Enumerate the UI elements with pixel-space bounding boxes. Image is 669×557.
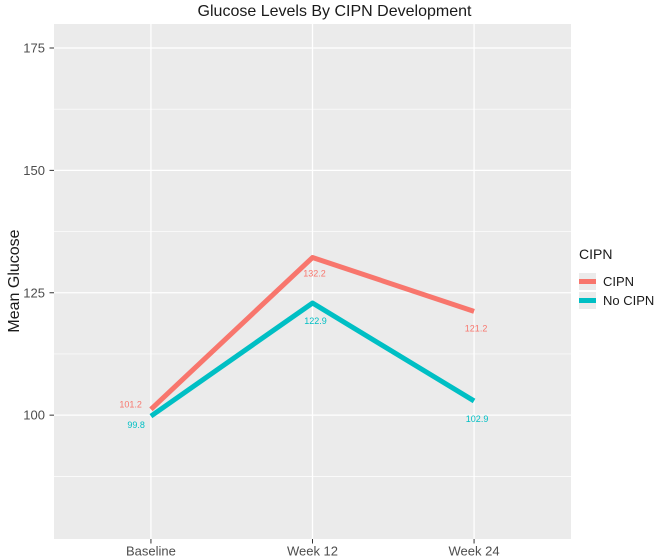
point-label: 121.2 — [465, 323, 488, 333]
legend-entry-cipn: CIPN — [579, 273, 654, 290]
x-tick-label: Baseline — [126, 544, 176, 557]
legend-title: CIPN — [579, 246, 613, 262]
major-gridlines — [54, 24, 571, 539]
series-line-cipn — [149, 255, 475, 412]
series-line-no-cipn — [149, 300, 476, 419]
point-label: 102.9 — [466, 414, 489, 424]
x-tick-labels: Baseline Week 12 Week 24 — [126, 544, 500, 557]
point-label: 99.8 — [127, 420, 145, 430]
axis-ticks — [49, 47, 475, 544]
y-tick-label: 150 — [23, 163, 45, 178]
point-label: 132.2 — [303, 269, 326, 279]
legend-key-icon — [579, 273, 596, 290]
legend-entry-no-cipn: No CIPN — [579, 292, 654, 309]
legend-key-line — [579, 279, 596, 284]
legend-entry-label: CIPN — [603, 274, 635, 289]
legend-key-line — [579, 298, 596, 303]
y-tick-label: 100 — [23, 408, 45, 423]
y-tick-labels: 100 125 150 175 — [23, 40, 45, 422]
legend-entries: CIPN No CIPN — [579, 273, 654, 309]
point-label: 101.2 — [119, 399, 142, 409]
point-labels-no-cipn: 99.8 122.9 102.9 — [127, 316, 488, 430]
legend: CIPN CIPN No CIPN — [579, 246, 654, 311]
legend-entry-label: No CIPN — [603, 293, 655, 308]
y-tick-label: 175 — [23, 40, 45, 55]
point-labels-cipn: 101.2 132.2 121.2 — [119, 269, 487, 410]
legend-key-icon — [579, 292, 596, 309]
x-tick-label: Week 12 — [287, 544, 338, 557]
y-tick-label: 125 — [23, 285, 45, 300]
point-label: 122.9 — [304, 316, 327, 326]
x-tick-label: Week 24 — [449, 544, 500, 557]
chart-title: Glucose Levels By CIPN Development — [197, 3, 472, 20]
